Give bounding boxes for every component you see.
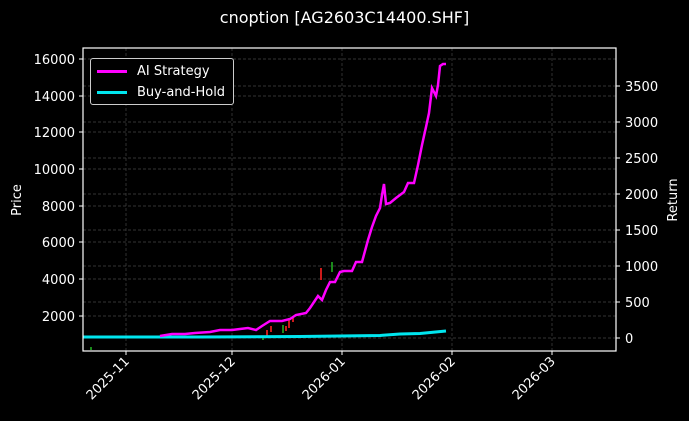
- svg-text:2025-11: 2025-11: [84, 354, 133, 403]
- legend: AI Strategy Buy-and-Hold: [90, 58, 234, 105]
- svg-text:2026-03: 2026-03: [510, 354, 559, 403]
- svg-text:6000: 6000: [42, 236, 75, 251]
- svg-text:3000: 3000: [625, 116, 658, 131]
- right-axis-labels: 3500 3000 2500 2000 1500 1000 500 0: [625, 80, 658, 347]
- svg-text:2000: 2000: [625, 188, 658, 203]
- svg-text:2026-01: 2026-01: [300, 354, 349, 403]
- legend-swatch-buy-and-hold: [97, 90, 127, 94]
- svg-text:10000: 10000: [34, 163, 75, 178]
- buy-and-hold-line: [83, 329, 447, 339]
- ai-strategy-line: [159, 62, 446, 338]
- x-axis-ticks: [125, 351, 553, 355]
- svg-text:14000: 14000: [34, 90, 75, 105]
- left-axis-ticks: [79, 58, 83, 317]
- legend-swatch-ai-strategy: [97, 69, 127, 73]
- svg-text:2025-12: 2025-12: [190, 354, 239, 403]
- legend-item-ai-strategy: AI Strategy: [97, 62, 210, 80]
- svg-text:2000: 2000: [42, 310, 75, 325]
- legend-label: AI Strategy: [137, 63, 210, 79]
- svg-text:12000: 12000: [34, 126, 75, 141]
- right-axis-ticks: [616, 85, 620, 339]
- left-axis-labels: 16000 14000 12000 10000 8000 6000 4000 2…: [34, 53, 75, 325]
- svg-text:2500: 2500: [625, 152, 658, 167]
- chart-title: cnoption [AG2603C14400.SHF]: [219, 8, 470, 27]
- svg-text:2026-02: 2026-02: [410, 354, 459, 403]
- legend-label: Buy-and-Hold: [137, 84, 226, 100]
- svg-text:1000: 1000: [625, 260, 658, 275]
- grid-lines: [83, 48, 616, 351]
- svg-text:3500: 3500: [625, 80, 658, 95]
- y-axis-label-right: Return: [666, 178, 681, 221]
- svg-text:0: 0: [625, 332, 633, 347]
- y-axis-label-left: Price: [10, 184, 25, 216]
- svg-text:1500: 1500: [625, 224, 658, 239]
- x-axis-labels: 2025-11 2025-12 2026-01 2026-02 2026-03: [84, 354, 559, 403]
- legend-item-buy-and-hold: Buy-and-Hold: [97, 83, 225, 101]
- plot-frame: [82, 47, 617, 352]
- svg-text:500: 500: [625, 296, 650, 311]
- svg-text:4000: 4000: [42, 273, 75, 288]
- svg-text:16000: 16000: [34, 53, 75, 68]
- svg-text:8000: 8000: [42, 200, 75, 215]
